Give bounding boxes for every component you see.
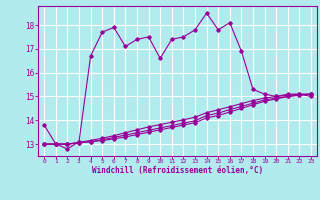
X-axis label: Windchill (Refroidissement éolien,°C): Windchill (Refroidissement éolien,°C) [92, 166, 263, 175]
